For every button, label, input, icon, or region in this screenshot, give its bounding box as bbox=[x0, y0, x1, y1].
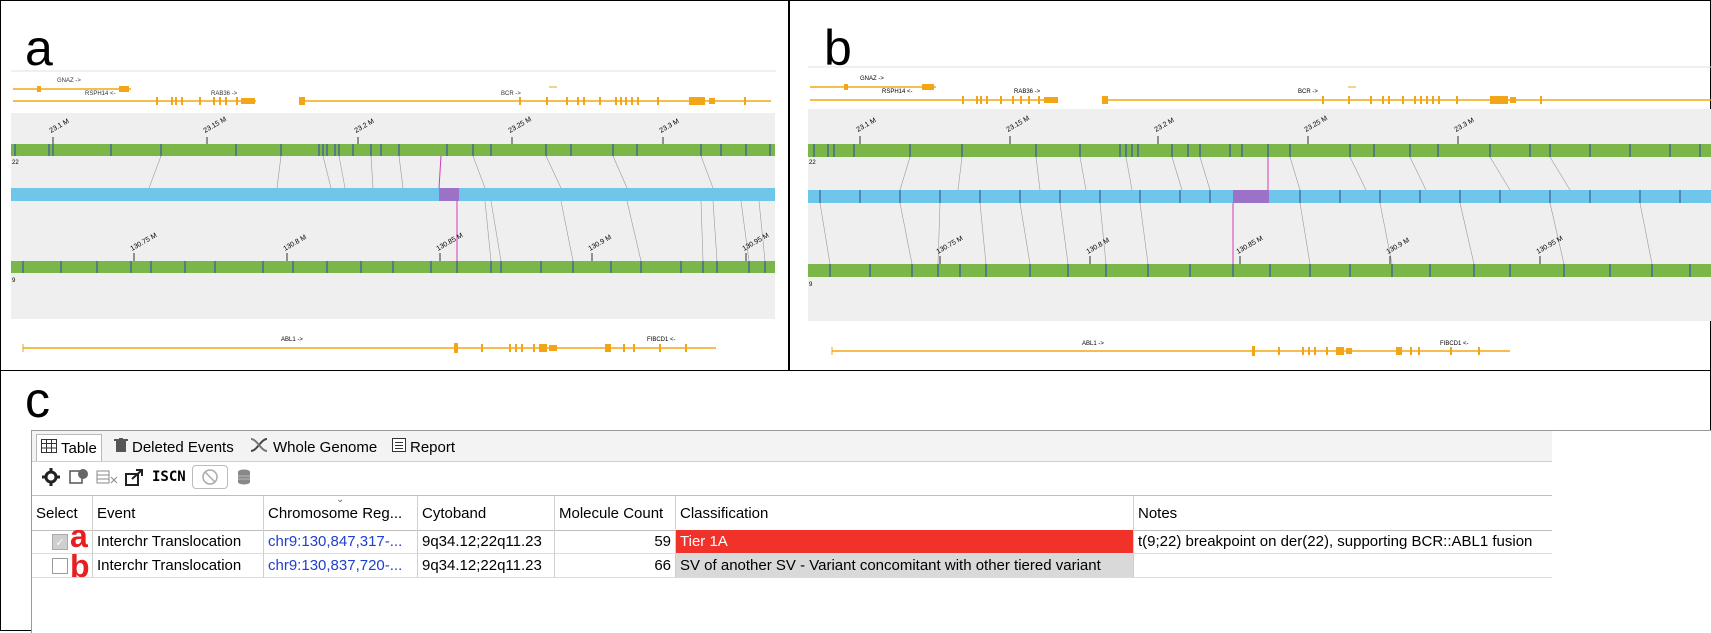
breakpoint-link-top bbox=[438, 155, 442, 189]
gene-label-bcr-b: BCR -> bbox=[1298, 89, 1318, 95]
database-icon[interactable] bbox=[234, 466, 256, 488]
select-cell: b bbox=[32, 554, 93, 578]
header-chromosome-region[interactable]: Chromosome Reg... ⌄ bbox=[264, 496, 418, 530]
tab-report[interactable]: Report bbox=[392, 434, 455, 460]
chr-label-9-b: 9 bbox=[809, 282, 813, 288]
panel-label-c: c bbox=[25, 372, 50, 428]
toolbar: ISCN bbox=[32, 462, 1560, 492]
table-icon bbox=[41, 439, 57, 457]
gene-label-rsph14-b: RSPH14 <- bbox=[882, 89, 913, 95]
tab-label: Whole Genome bbox=[273, 438, 378, 456]
table-row[interactable]: b Interchr Translocation chr9:130,837,72… bbox=[32, 554, 1552, 578]
header-molecule-count[interactable]: Molecule Count bbox=[555, 496, 676, 530]
gene-label-gnaz: GNAZ -> bbox=[57, 78, 81, 84]
header-event[interactable]: Event bbox=[93, 496, 264, 530]
chr22-bar[interactable] bbox=[11, 144, 775, 156]
delete-columns-icon[interactable] bbox=[96, 466, 118, 488]
tab-bar: Table Deleted Events Whole Genome Report bbox=[32, 431, 1552, 462]
tab-table[interactable]: Table bbox=[36, 434, 102, 461]
panel-c: c Table Deleted Events Whole Genome Repo… bbox=[0, 370, 1711, 633]
translocation-highlight[interactable] bbox=[439, 188, 459, 201]
tab-label: Report bbox=[410, 438, 456, 456]
classification-sv[interactable]: SV of another SV - Variant concomitant w… bbox=[676, 554, 1134, 578]
chr-label-22: 22 bbox=[12, 160, 19, 166]
chr-label-9: 9 bbox=[12, 278, 16, 284]
genome-map-a[interactable]: GNAZ -> RSPH14 <- RAB36 -> BCR -> bbox=[1, 1, 788, 370]
header-select[interactable]: Select bbox=[32, 496, 93, 530]
translocation-highlight-b[interactable] bbox=[1233, 190, 1269, 203]
classification-tier1a[interactable]: Tier 1A bbox=[676, 530, 1134, 554]
header-notes[interactable]: Notes bbox=[1138, 504, 1178, 522]
header-classification[interactable]: Classification bbox=[676, 496, 1134, 530]
table-row[interactable]: ✓ a Interchr Translocation chr9:130,847,… bbox=[32, 530, 1552, 554]
dna-icon bbox=[249, 437, 269, 457]
select-cell: ✓ a bbox=[32, 530, 93, 554]
row-marker-a: a bbox=[70, 530, 88, 554]
gene-label-gnaz-b: GNAZ -> bbox=[860, 76, 884, 82]
cytoband-cell: 9q34.12;22q11.23 bbox=[418, 530, 555, 554]
event-cell: Interchr Translocation bbox=[93, 554, 264, 578]
region-link[interactable]: chr9:130,847,317-... bbox=[264, 530, 418, 554]
chr-label-22-b: 22 bbox=[809, 160, 816, 166]
panel-label-b: b bbox=[824, 20, 852, 76]
report-icon bbox=[392, 438, 406, 456]
consensus-map-bar[interactable] bbox=[11, 188, 775, 201]
tab-label: Deleted Events bbox=[132, 438, 234, 456]
header-label: Chromosome Reg... bbox=[268, 504, 403, 522]
header-cytoband[interactable]: Cytoband bbox=[418, 496, 555, 530]
iscn-button[interactable]: ISCN bbox=[152, 469, 186, 485]
count-cell: 59 bbox=[555, 530, 676, 554]
add-annotation-icon[interactable] bbox=[68, 466, 90, 488]
tab-whole-genome[interactable]: Whole Genome bbox=[249, 434, 377, 460]
genome-map-b[interactable]: GNAZ -> RSPH14 <- RAB36 -> BCR -> 23.1 M bbox=[790, 1, 1711, 370]
notes-cell: t(9;22) breakpoint on der(22), supportin… bbox=[1134, 530, 1552, 554]
table-header: Select Event Chromosome Reg... ⌄ Cytoban… bbox=[32, 495, 1552, 531]
gene-label-rab36-b: RAB36 -> bbox=[1014, 89, 1041, 95]
trash-icon bbox=[114, 438, 128, 456]
notes-cell bbox=[1134, 554, 1552, 578]
panel-b: b GNAZ -> RSPH14 <- RAB36 -> BCR -> bbox=[788, 0, 1711, 371]
count-cell: 66 bbox=[555, 554, 676, 578]
cytoband-cell: 9q34.12;22q11.23 bbox=[418, 554, 555, 578]
gene-label-fibcd1: FIBCD1 <- bbox=[647, 337, 676, 343]
gene-label-rsph14: RSPH14 <- bbox=[85, 91, 116, 97]
event-cell: Interchr Translocation bbox=[93, 530, 264, 554]
filter-icon[interactable] bbox=[191, 465, 228, 489]
export-icon[interactable] bbox=[124, 466, 146, 488]
row-marker-b: b bbox=[70, 554, 90, 578]
chr9-bar-b[interactable] bbox=[808, 264, 1711, 277]
variant-table-window: Table Deleted Events Whole Genome Report… bbox=[31, 430, 1711, 633]
region-link[interactable]: chr9:130,837,720-... bbox=[264, 554, 418, 578]
gene-label-bcr: BCR -> bbox=[501, 91, 521, 97]
row-checkbox-unchecked[interactable] bbox=[52, 558, 68, 574]
chr22-bar-b[interactable] bbox=[808, 144, 1711, 157]
row-checkbox-checked[interactable]: ✓ bbox=[52, 534, 68, 550]
gene-label-fibcd1-b: FIBCD1 <- bbox=[1440, 341, 1469, 347]
settings-gear-icon[interactable] bbox=[40, 466, 62, 488]
gene-label-abl1-b: ABL1 -> bbox=[1082, 341, 1104, 347]
panel-a: a GNAZ -> RSPH14 <- RAB36 -> BCR -> bbox=[0, 0, 789, 371]
tab-deleted-events[interactable]: Deleted Events bbox=[114, 434, 234, 460]
panel-label-a: a bbox=[25, 20, 53, 76]
tab-label: Table bbox=[61, 439, 97, 457]
gene-label-rab36: RAB36 -> bbox=[211, 91, 238, 97]
sort-chevron-down-icon: ⌄ bbox=[336, 496, 345, 505]
gene-label-abl1: ABL1 -> bbox=[281, 337, 303, 343]
